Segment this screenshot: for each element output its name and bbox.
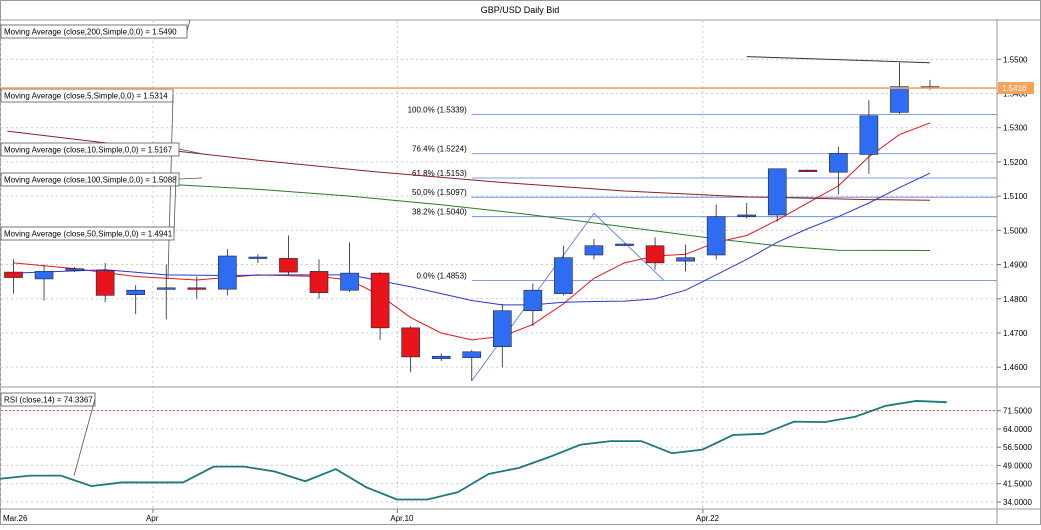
- ma100-label-text: Moving Average (close,100,Simple,0,0) = …: [4, 176, 177, 185]
- candle-body: [554, 257, 573, 294]
- candle-body: [829, 153, 848, 173]
- rsi-tick-label: 41.5000: [1003, 480, 1032, 489]
- candle-body: [156, 287, 176, 290]
- time-tick-label: Apr.10: [390, 514, 414, 523]
- ma200-label-text: Moving Average (close,200,Simple,0,0) = …: [4, 28, 177, 37]
- candle-body: [859, 115, 879, 155]
- candle-body: [890, 86, 909, 113]
- fib-level-label: 100.0% (1.5339): [408, 105, 467, 114]
- ma10-label-leader: [178, 148, 203, 155]
- time-tick-label: Mar.26: [3, 514, 28, 523]
- ma10-label-text: Moving Average (close,10,Simple,0,0) = 1…: [4, 146, 173, 155]
- price-tick-label: 1.4900: [1003, 261, 1028, 270]
- candle-body: [706, 216, 726, 256]
- candle-body: [187, 287, 207, 290]
- moving-averages: [7, 56, 931, 341]
- candle-body: [737, 214, 757, 217]
- ma50-label-box: [0, 226, 175, 241]
- candle-body: [309, 271, 329, 293]
- moving-average-line: [746, 56, 931, 64]
- ma5-label-text: Moving Average (close,5,Simple,0,0) = 1.…: [4, 92, 168, 101]
- ma200-label-leader: [186, 19, 191, 32]
- candle-body: [401, 327, 420, 358]
- candle-body: [767, 168, 787, 216]
- candle-body: [798, 169, 818, 172]
- chart-title: GBP/USD Daily Bid: [481, 5, 560, 15]
- fibonacci-retracement: 100.0% (1.5339) 76.4% (1.5224) 61.8% (1.51…: [408, 105, 997, 382]
- rsi-tick-label: 34.0000: [1003, 498, 1032, 507]
- ma200-label-box: [0, 24, 188, 39]
- candle-body: [370, 272, 390, 329]
- candle-body: [645, 245, 665, 264]
- candle-body: [65, 268, 84, 271]
- price-tick-label: 1.5500: [1003, 55, 1028, 64]
- candle-body: [584, 245, 604, 256]
- candle-body: [248, 256, 268, 259]
- ma100-label-box: [0, 172, 180, 187]
- price-tick-label: 1.5100: [1003, 192, 1028, 201]
- price-tick-label: 1.4800: [1003, 295, 1028, 304]
- fib-level-label: 50.0% (1.5097): [412, 188, 467, 197]
- rsi-label-text: RSI (close,14) = 74.3367: [4, 396, 93, 405]
- candle-body: [462, 351, 482, 358]
- price-tick-label: 1.5000: [1003, 226, 1028, 235]
- fib-level-label: 38.2% (1.5040): [412, 208, 467, 217]
- rsi-indicator: [0, 400, 947, 501]
- rsi-tick-label: 56.5000: [1003, 443, 1032, 452]
- candlesticks: [4, 62, 940, 381]
- price-tick-label: 1.5200: [1003, 158, 1028, 167]
- rsi-tick-label: 71.5000: [1003, 407, 1032, 416]
- candle-body: [218, 255, 237, 290]
- rsi-grid: [1, 410, 997, 503]
- fib-level-label: 0.0% (1.4853): [416, 272, 467, 281]
- candle-body: [126, 289, 145, 295]
- rsi-label-leader: [73, 398, 96, 476]
- price-tick-label: 1.5300: [1003, 124, 1028, 133]
- fib-level-label: 61.8% (1.5153): [412, 169, 467, 178]
- ma50-label-text: Moving Average (close,50,Simple,0,0) = 1…: [4, 230, 173, 239]
- time-tick-label: Apr.22: [696, 514, 720, 523]
- moving-average-line: [7, 173, 931, 252]
- fib-level-label: 76.4% (1.5224): [412, 145, 467, 154]
- candle-body: [340, 272, 359, 291]
- ma50-label-leader: [173, 175, 177, 234]
- candle-body: [492, 310, 512, 347]
- price-tick-label: 1.4700: [1003, 329, 1028, 338]
- ma10-label-box: [0, 142, 180, 157]
- current-price-label: 1.5416: [1002, 84, 1027, 93]
- rsi-line: [0, 400, 947, 501]
- current-price-marker: [998, 82, 1034, 95]
- candle-body: [279, 258, 298, 273]
- price-tick-label: 1.4600: [1003, 363, 1028, 372]
- candle-body: [4, 271, 23, 278]
- moving-average-line: [13, 172, 931, 306]
- fib-zigzag-line: [471, 212, 665, 382]
- rsi-tick-label: 49.0000: [1003, 461, 1032, 470]
- candle-body: [431, 355, 451, 359]
- time-tick-label: Apr: [146, 514, 159, 523]
- ma5-label-leader: [167, 94, 174, 279]
- axes: 1.4600 1.4700 1.4800 1.4900 1.5000 1.5100 1.52…: [0, 20, 1040, 524]
- candle-body: [676, 257, 695, 262]
- candle-body: [523, 289, 543, 312]
- indicator-labels: Moving Average (close,200,Simple,0,0) = …: [0, 19, 203, 476]
- ma100-label-leader: [178, 177, 203, 180]
- candle-body: [615, 243, 634, 246]
- candle-body: [34, 271, 54, 280]
- candle-body: [95, 270, 115, 296]
- rsi-tick-label: 64.0000: [1003, 425, 1032, 434]
